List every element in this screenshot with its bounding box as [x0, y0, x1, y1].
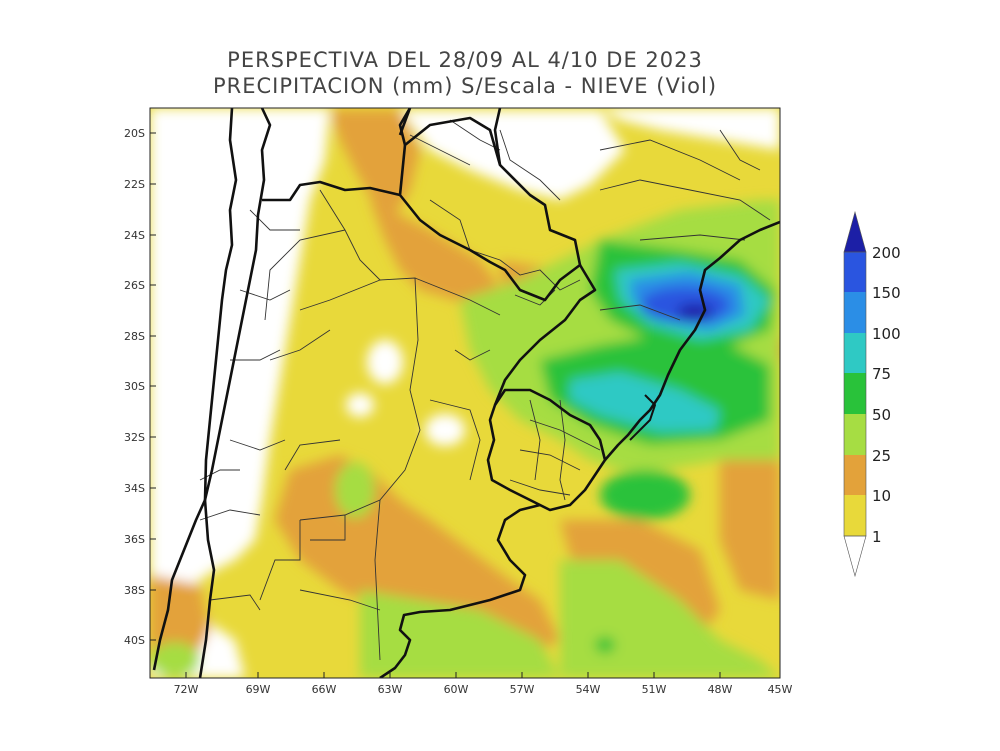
- longitude-axis: 72W 69W 66W 63W 60W 57W 54W 51W 48W 45W: [174, 672, 793, 696]
- field-white-cordoba: [367, 340, 403, 384]
- colorbar-label: 10: [872, 487, 891, 505]
- colorbar-label: 100: [872, 325, 901, 343]
- lon-label: 66W: [312, 683, 337, 696]
- lat-label: 28S: [124, 330, 145, 343]
- precipitation-field: [150, 108, 780, 678]
- province-lines: [199, 119, 771, 661]
- lat-label: 24S: [124, 229, 145, 242]
- lon-label: 45W: [768, 683, 793, 696]
- lat-label: 36S: [124, 533, 145, 546]
- lon-label: 54W: [576, 683, 601, 696]
- field-orange-east: [720, 450, 780, 600]
- lon-label: 57W: [510, 683, 535, 696]
- colorbar-label: 25: [872, 447, 891, 465]
- lon-label: 69W: [246, 683, 271, 696]
- lon-label: 60W: [444, 683, 469, 696]
- colorbar-label: 75: [872, 365, 891, 383]
- field-lightgreen-patch: [335, 462, 375, 518]
- field-orange-sw: [150, 575, 210, 665]
- field-green-offshore: [600, 470, 690, 520]
- field-white-patch: [425, 414, 465, 446]
- colorbar-label: 50: [872, 406, 891, 424]
- map-title-line1: PERSPECTIVA DEL 28/09 AL 4/10 DE 2023: [227, 48, 703, 72]
- lat-label: 30S: [124, 380, 145, 393]
- colorbar-segment-75-100: [844, 333, 866, 373]
- lat-label: 20S: [124, 127, 145, 140]
- map-frame: [149, 107, 781, 679]
- colorbar-segment-50-75: [844, 373, 866, 414]
- lon-label: 72W: [174, 683, 199, 696]
- colorbar-segment-25-50: [844, 414, 866, 455]
- field-white-ne: [600, 108, 780, 150]
- colorbar-segment-150-200: [844, 252, 866, 292]
- lat-label: 22S: [124, 178, 145, 191]
- boundaries: [152, 108, 780, 678]
- field-cyan-band: [570, 372, 720, 432]
- field-navy-core: [677, 304, 713, 320]
- colorbar-label: 150: [872, 284, 901, 302]
- colorbar: 200 150 100 75 50 25 10 1: [843, 210, 901, 578]
- lon-label: 63W: [378, 683, 403, 696]
- field-lightgreen-south: [360, 590, 560, 678]
- lon-label: 51W: [642, 683, 667, 696]
- map-title-line2: PRECIPITACION (mm) S/Escala - NIEVE (Vio…: [212, 74, 718, 98]
- colorbar-segment-1-10: [844, 495, 866, 536]
- colorbar-segment-100-150: [844, 292, 866, 333]
- colorbar-triangle-top: [844, 212, 866, 252]
- field-lightgreen-se: [560, 560, 780, 678]
- colorbar-segment-10-25: [844, 455, 866, 495]
- colorbar-triangle-bottom: [844, 536, 866, 576]
- colorbar-label: 1: [872, 528, 882, 546]
- field-orange-chaco: [370, 200, 510, 320]
- lat-label: 38S: [124, 584, 145, 597]
- field-white-west: [150, 108, 330, 600]
- lat-label: 26S: [124, 279, 145, 292]
- lat-label: 34S: [124, 482, 145, 495]
- field-white-north: [400, 110, 625, 200]
- field-white-patch: [346, 393, 374, 417]
- lon-label: 48W: [708, 683, 733, 696]
- colorbar-label: 200: [872, 244, 901, 262]
- latitude-axis: 20S 22S 24S 26S 28S 30S 32S 34S 36S 38S …: [124, 127, 156, 647]
- field-green-patch: [595, 637, 615, 653]
- lat-label: 40S: [124, 634, 145, 647]
- country-borders: [152, 108, 780, 678]
- field-lightgreen-patch: [150, 642, 200, 678]
- field-orange-north: [330, 110, 420, 215]
- lat-label: 32S: [124, 431, 145, 444]
